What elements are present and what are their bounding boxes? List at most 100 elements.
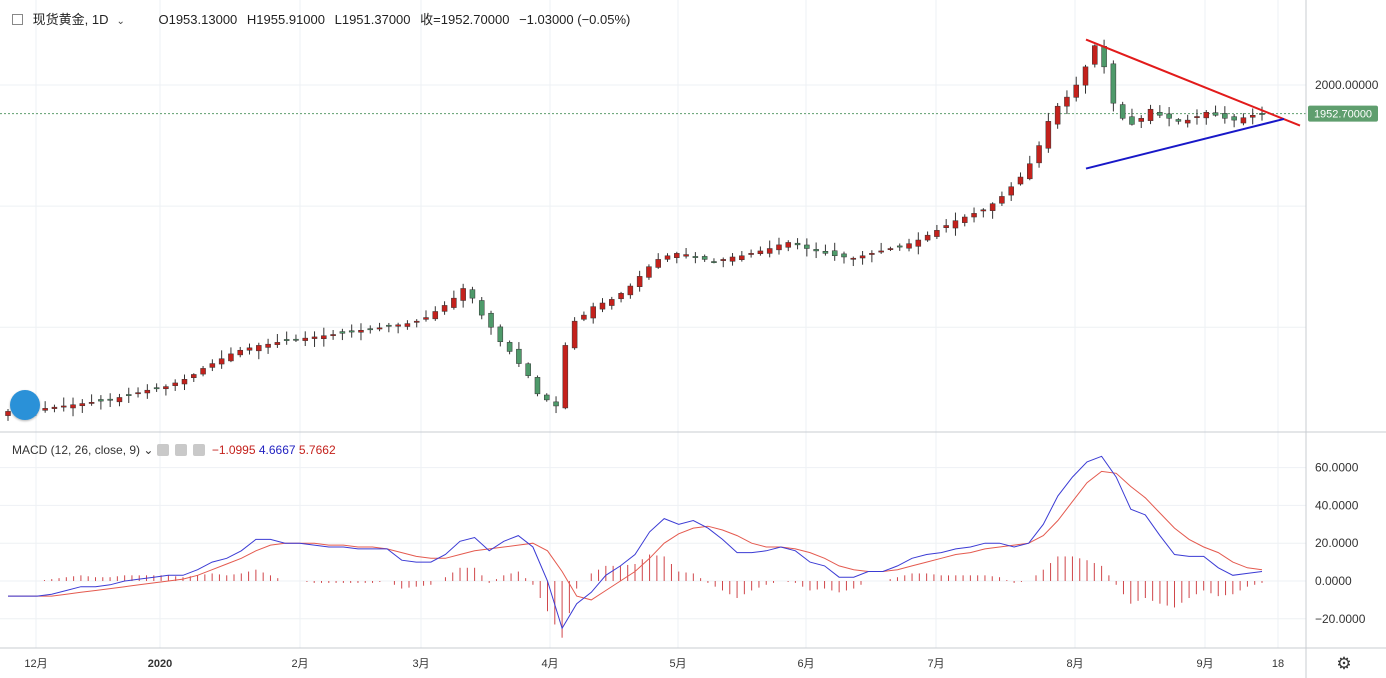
macd-label: MACD (12, 26, close, 9) — [12, 443, 141, 457]
chevron-down-icon[interactable]: ⌄ — [116, 16, 125, 27]
candle-body — [980, 209, 987, 212]
last-price-tag: 1952.70000 — [1308, 105, 1378, 122]
candle-body — [525, 363, 531, 376]
time-tick-label: 18 — [1272, 658, 1284, 670]
candle-body — [664, 255, 671, 260]
time-tick-label: 6月 — [797, 658, 814, 670]
candle-body — [553, 401, 559, 407]
candle-body — [293, 338, 299, 341]
trendline-blue — [1085, 117, 1285, 170]
candle-body — [1259, 113, 1265, 115]
candle-body — [330, 334, 336, 336]
candle-body — [200, 368, 206, 375]
candle-body — [581, 314, 587, 320]
candle-body — [1008, 186, 1014, 196]
ohlc-close: 收=1952.70000 — [420, 12, 510, 27]
candle-body — [126, 394, 132, 396]
time-tick-label: 2月 — [291, 658, 308, 670]
candle-body — [878, 250, 884, 253]
candle-body — [70, 404, 76, 409]
candle-body — [42, 408, 48, 411]
last-price-tag-label: 1952.70000 — [1314, 109, 1372, 121]
candle-body — [544, 394, 550, 401]
macd-line — [8, 455, 1263, 630]
macd-tick-label: 60.0000 — [1315, 461, 1359, 475]
candle-body — [1054, 105, 1061, 125]
time-tick-label: 9月 — [1196, 658, 1213, 670]
settings-icon[interactable] — [175, 444, 188, 456]
trendlines[interactable] — [1085, 38, 1301, 170]
candle-body — [311, 336, 318, 339]
macd-legend[interactable]: MACD (12, 26, close, 9) ⌄ −1.0995 4.6667… — [12, 443, 336, 457]
candle-body — [739, 255, 745, 260]
cloud-icon[interactable] — [10, 390, 40, 420]
candle-body — [144, 389, 151, 394]
macd-tick-label: 20.0000 — [1315, 536, 1359, 550]
macd-tick-label: 40.0000 — [1315, 498, 1359, 512]
candle-body — [794, 242, 801, 246]
ohlc-change: −1.03000 (−0.05%) — [519, 12, 631, 27]
candle-body — [915, 239, 922, 247]
candle-body — [302, 337, 308, 341]
collapse-icon[interactable] — [12, 14, 23, 25]
macd-tick-label: 0.0000 — [1315, 574, 1352, 588]
candle-body — [692, 256, 699, 258]
candle-body — [701, 256, 708, 260]
candle-body — [218, 358, 225, 365]
candle-body — [813, 249, 819, 252]
candle-body — [962, 216, 968, 223]
close-icon[interactable] — [193, 444, 206, 456]
candle-body — [469, 289, 476, 299]
candle-body — [1175, 119, 1182, 122]
candle-body — [321, 335, 327, 339]
candle-body — [153, 387, 160, 390]
time-tick-label: 5月 — [669, 658, 686, 670]
candle-body — [869, 253, 875, 255]
candle-body — [785, 242, 792, 248]
macd-hist-value: −1.0995 — [211, 443, 256, 457]
candle-body — [590, 306, 596, 319]
candle-body — [181, 379, 188, 385]
symbol-name[interactable]: 现货黄金, 1D — [32, 12, 109, 27]
time-tick-label: 3月 — [412, 658, 429, 670]
signal-value: 5.7662 — [298, 443, 336, 457]
candle-body — [989, 203, 996, 211]
candle-body — [172, 382, 178, 386]
candle-body — [60, 405, 67, 408]
candle-body — [804, 244, 810, 249]
candle-body — [1212, 112, 1219, 116]
candle-body — [757, 250, 764, 255]
visibility-icon[interactable] — [156, 444, 169, 456]
candle-body — [711, 261, 717, 263]
candle-body — [116, 397, 123, 403]
candle-body — [1119, 104, 1126, 119]
candle-body — [339, 331, 346, 334]
candle-body — [748, 253, 754, 255]
macd-histogram — [43, 554, 1263, 638]
candle-body — [395, 324, 401, 327]
candle-body — [924, 234, 931, 241]
candle-body — [265, 343, 271, 348]
ohlc-low: L1951.37000 — [334, 12, 411, 27]
symbol-legend[interactable]: 现货黄金, 1D ⌄ O1953.13000 H1955.91000 L1951.… — [12, 9, 636, 28]
candle-body — [646, 266, 652, 278]
candle-body — [971, 213, 977, 218]
candle-body — [534, 377, 541, 395]
chevron-down-icon[interactable]: ⌄ — [140, 443, 157, 457]
last-price-tag-bg — [1308, 105, 1378, 122]
signal-line — [8, 470, 1263, 601]
candle-body — [1027, 163, 1033, 180]
macd-lines — [8, 455, 1263, 630]
grid — [0, 0, 1306, 648]
candle-body — [636, 276, 643, 287]
candle-body — [441, 305, 448, 312]
candle-body — [1231, 116, 1237, 121]
candle-body — [850, 257, 857, 260]
time-tick-label: 8月 — [1066, 658, 1083, 670]
candle-body — [952, 220, 959, 229]
gear-icon[interactable]: ⚙ — [1336, 654, 1352, 673]
macd-tick-label: −20.0000 — [1315, 612, 1366, 626]
candle-body — [571, 320, 578, 349]
